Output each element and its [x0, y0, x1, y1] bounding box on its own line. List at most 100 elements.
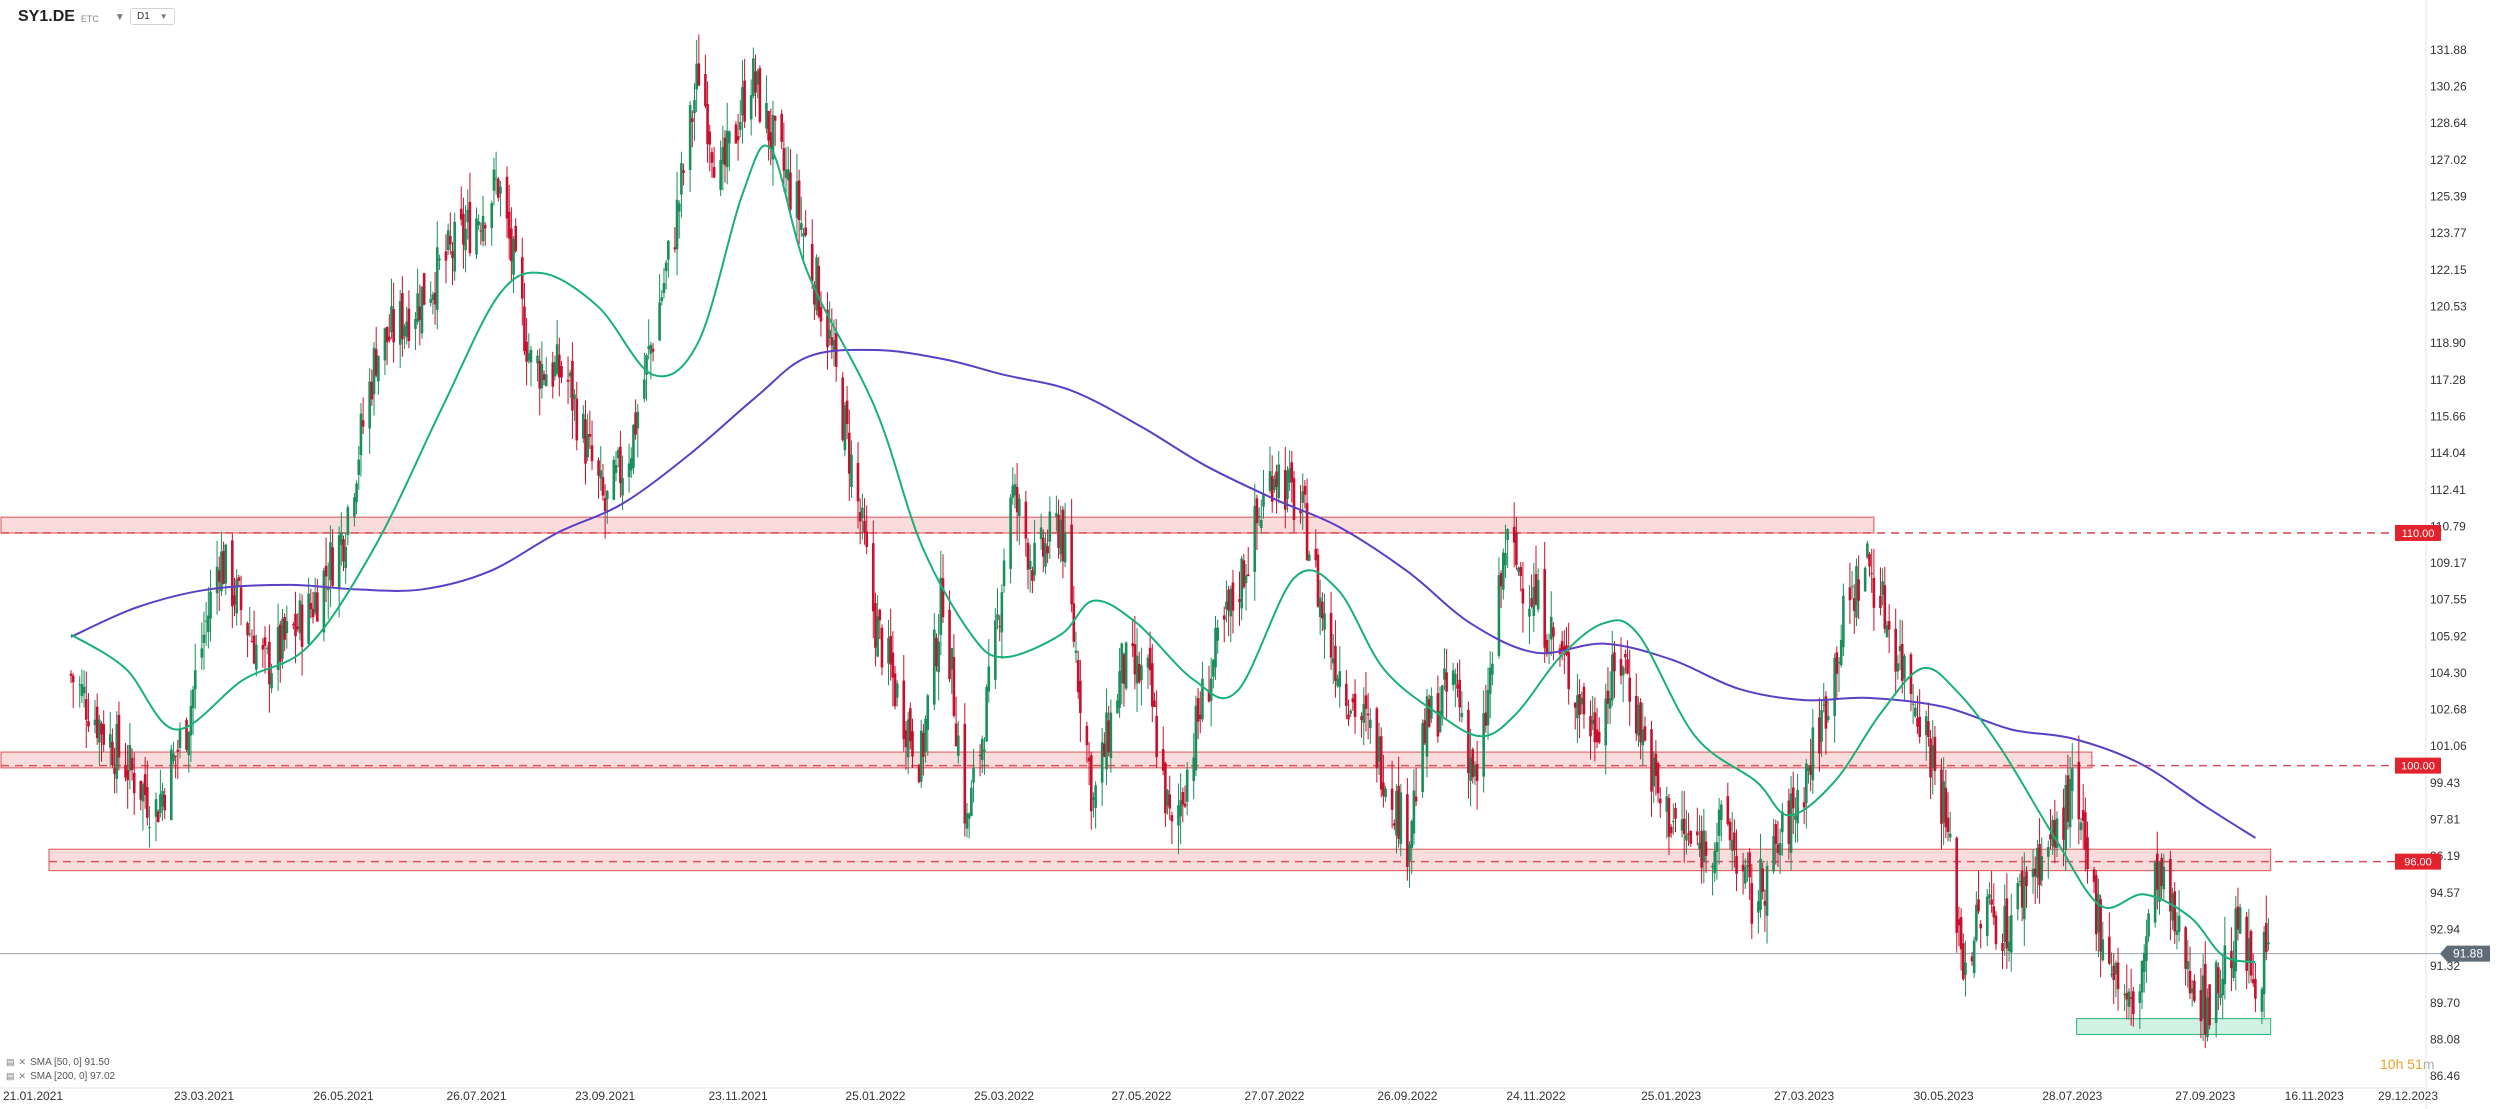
- candle: [983, 737, 986, 775]
- candle-body: [1650, 729, 1653, 792]
- candle: [1613, 641, 1616, 699]
- candle: [239, 575, 243, 626]
- candle-body: [1440, 685, 1444, 717]
- close-icon[interactable]: ✕: [18, 1071, 27, 1081]
- candle-body: [1900, 643, 1904, 681]
- candle: [725, 102, 729, 185]
- candle-body: [1362, 704, 1366, 723]
- candle: [614, 451, 618, 482]
- candle: [1031, 566, 1034, 594]
- candle: [1748, 848, 1751, 900]
- candle: [1942, 757, 1945, 846]
- candle-body: [1619, 658, 1623, 676]
- candle: [723, 130, 727, 183]
- candle-body: [1743, 867, 1747, 884]
- candle-body: [697, 63, 701, 86]
- candle-body: [2264, 923, 2268, 953]
- candle-body: [2155, 853, 2159, 890]
- candle-body: [2171, 893, 2174, 921]
- y-tick-label: 125.39: [2430, 190, 2467, 204]
- candle-body: [1791, 787, 1795, 809]
- candle-body: [2110, 973, 2113, 975]
- candle-body: [1639, 702, 1642, 743]
- candle: [1608, 671, 1612, 724]
- candle-body: [1863, 567, 1867, 592]
- candle-body: [2217, 967, 2220, 994]
- candle-body: [972, 767, 975, 783]
- indicator-settings-icon[interactable]: ▤: [6, 1071, 15, 1081]
- candle-body: [385, 326, 389, 343]
- candle-body: [1704, 841, 1708, 856]
- candle-body: [1486, 690, 1490, 726]
- candle-body: [1146, 657, 1150, 668]
- candle-body: [1161, 749, 1165, 771]
- candle-body: [1105, 712, 1108, 770]
- candle-body: [1041, 537, 1045, 557]
- candle: [1131, 619, 1134, 657]
- candle-body: [449, 235, 452, 245]
- candle-body: [2140, 961, 2144, 993]
- candle-body: [673, 247, 677, 250]
- candle: [261, 638, 265, 668]
- resistance-zone: [48, 848, 2272, 872]
- candle-body: [309, 602, 313, 610]
- candle-body: [416, 293, 419, 322]
- candle-body: [510, 228, 513, 262]
- indicator-settings-icon[interactable]: ▤: [6, 1057, 15, 1067]
- candle: [1488, 651, 1492, 719]
- candle-body: [98, 719, 101, 743]
- candle: [954, 696, 958, 747]
- symbol-dropdown-icon[interactable]: ▼: [114, 11, 125, 23]
- candle-body: [1698, 842, 1701, 849]
- candle-body: [1689, 831, 1693, 844]
- candle-body: [1665, 796, 1669, 812]
- candle: [847, 409, 851, 501]
- candle: [1576, 673, 1579, 743]
- candle: [483, 222, 487, 246]
- candle-body: [813, 285, 816, 305]
- close-icon[interactable]: ✕: [18, 1057, 27, 1067]
- candle: [2203, 941, 2207, 1049]
- candle: [1270, 455, 1274, 513]
- candle: [2190, 979, 2194, 1007]
- candle-body: [1700, 831, 1703, 868]
- candle-body: [1329, 612, 1333, 658]
- candle-body: [2238, 907, 2242, 934]
- candle-body: [996, 614, 999, 621]
- timeframe-selector[interactable]: D1 ▼: [130, 8, 175, 25]
- candle: [2219, 969, 2222, 1006]
- candle: [619, 430, 622, 498]
- candle-body: [719, 160, 722, 190]
- candle-body: [2169, 859, 2172, 912]
- candle: [1824, 691, 1828, 755]
- candle-body: [948, 609, 951, 680]
- candle: [510, 207, 513, 282]
- candle-body: [1674, 808, 1677, 819]
- candle-body: [512, 239, 515, 275]
- candle: [1702, 808, 1706, 884]
- candle: [453, 212, 456, 281]
- candle: [2236, 887, 2240, 941]
- candle: [2238, 903, 2242, 935]
- candle: [1689, 830, 1693, 847]
- candle-body: [1726, 796, 1730, 825]
- candle: [1606, 667, 1610, 725]
- candle: [1848, 562, 1852, 625]
- candle-body: [132, 772, 136, 794]
- candle: [2201, 954, 2205, 1041]
- candle: [1242, 553, 1246, 590]
- candle-body: [296, 626, 300, 630]
- candle: [477, 214, 480, 231]
- candle: [1353, 679, 1357, 734]
- candle-body: [414, 319, 417, 329]
- candle-body: [468, 201, 472, 254]
- candle: [416, 268, 419, 325]
- candle: [1534, 545, 1538, 606]
- candle: [1469, 728, 1472, 807]
- candle: [344, 532, 347, 584]
- candle: [1578, 679, 1581, 739]
- candle: [403, 323, 406, 349]
- candle-body: [1338, 671, 1342, 688]
- candle: [189, 690, 193, 763]
